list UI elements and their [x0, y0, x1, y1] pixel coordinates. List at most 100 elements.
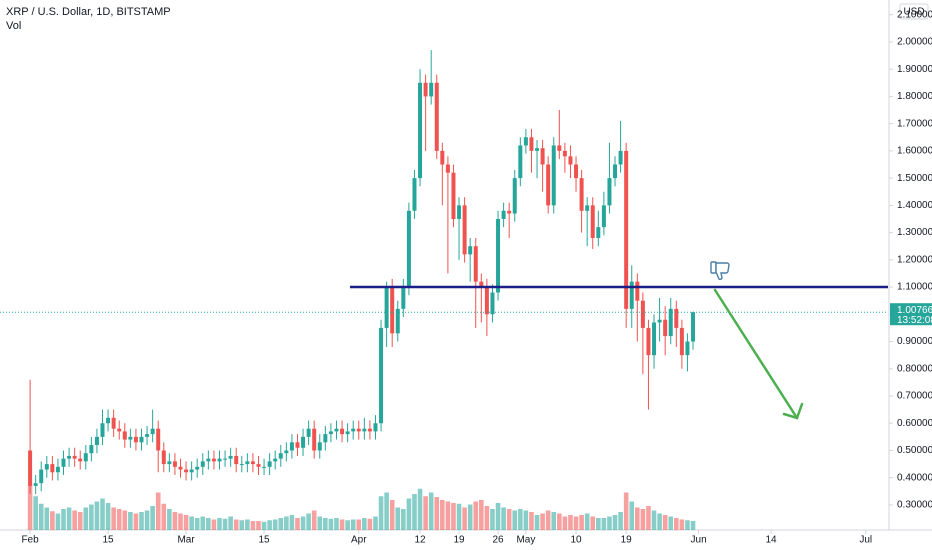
candle-body	[379, 327, 384, 424]
candle-body	[301, 436, 306, 448]
volume-bar	[66, 507, 72, 530]
candle-body	[94, 436, 99, 446]
volume-bar	[545, 510, 551, 530]
volume-bar	[612, 515, 618, 530]
currency-label: USD	[903, 7, 924, 18]
volume-bar	[289, 515, 295, 530]
candle-body	[323, 434, 328, 443]
candle-body	[161, 450, 166, 465]
candle-body	[546, 164, 551, 206]
candle-body	[239, 464, 244, 466]
x-tick-label: 19	[621, 535, 633, 546]
candle-body	[624, 150, 629, 309]
candle-body	[122, 431, 127, 440]
volume-bar	[172, 512, 178, 530]
candle-body	[568, 156, 573, 165]
volume-bar	[334, 518, 339, 530]
candle-body	[618, 150, 623, 165]
volume-bar	[590, 516, 596, 530]
candle-body	[468, 246, 473, 255]
volume-bar	[456, 503, 462, 530]
candle-body	[228, 455, 233, 459]
volume-bar	[267, 520, 272, 530]
volume-label: Vol	[6, 20, 21, 32]
candle-body	[590, 205, 595, 239]
volume-bar	[323, 518, 328, 530]
volume-bar	[311, 510, 317, 530]
volume-bar	[378, 496, 384, 530]
y-tick-label: 2.00000	[897, 37, 932, 48]
candle-body	[89, 445, 94, 454]
candle-body	[334, 428, 339, 432]
volume-bar	[473, 501, 479, 530]
volume-bar	[584, 513, 590, 530]
candle-body	[663, 319, 668, 337]
candle-body	[412, 178, 417, 211]
volume-bar	[250, 521, 256, 530]
candle-body	[345, 431, 350, 435]
y-tick-label: 0.60000	[897, 418, 932, 429]
y-tick-label: 1.20000	[897, 254, 932, 265]
y-tick-label: 0.50000	[897, 445, 932, 456]
volume-bar	[350, 519, 356, 530]
candle-body	[501, 210, 506, 219]
volume-bar	[61, 509, 66, 530]
volume-bar	[646, 506, 651, 530]
volume-bar	[679, 519, 685, 530]
candle-body	[317, 442, 322, 451]
candle-body	[652, 322, 657, 356]
volume-bar	[467, 504, 473, 530]
volume-bar	[83, 507, 89, 530]
volume-bar	[200, 516, 206, 530]
candle-body	[33, 483, 38, 486]
candle-body	[373, 423, 378, 432]
candle-body	[100, 423, 105, 437]
volume-bar	[300, 516, 306, 530]
candle-body	[111, 417, 116, 429]
volume-bar	[189, 516, 194, 530]
candle-body	[523, 137, 528, 146]
volume-bar	[551, 512, 557, 530]
volume-bar	[94, 501, 100, 530]
candle-body	[50, 464, 55, 473]
volume-bar	[155, 492, 161, 530]
y-tick-label: 0.30000	[897, 500, 932, 511]
candle-body	[340, 428, 345, 435]
candle-body	[585, 205, 590, 211]
y-tick-label: 1.10000	[897, 282, 932, 293]
volume-bar	[428, 492, 434, 530]
volume-bar	[607, 516, 612, 530]
volume-bar	[440, 500, 445, 530]
candle-body	[579, 178, 584, 211]
volume-bar	[245, 519, 250, 530]
volume-bar	[278, 518, 284, 530]
volume-bar	[506, 509, 512, 530]
candle-body	[328, 431, 333, 435]
currency-box	[899, 3, 929, 20]
volume-bar	[534, 515, 540, 530]
candle-body	[172, 461, 177, 467]
candle-body	[535, 148, 540, 151]
volume-bar	[183, 515, 189, 530]
last-price-box	[890, 303, 932, 326]
volume-bar	[167, 509, 172, 530]
chart-title: XRP / U.S. Dollar, 1D, BITSTAMP	[6, 6, 171, 18]
candle-body	[262, 466, 267, 468]
volume-bar	[339, 519, 345, 530]
volume-bar	[345, 520, 350, 530]
volume-bar	[662, 515, 668, 530]
plot	[0, 50, 888, 530]
candle-body	[395, 308, 400, 334]
candle-body	[367, 428, 372, 432]
candle-body	[434, 82, 439, 151]
volume-bar	[423, 496, 428, 530]
y-tick-label: 0.40000	[897, 472, 932, 483]
volume-bar	[685, 520, 690, 530]
y-tick-label: 1.30000	[897, 227, 932, 238]
candle-body	[83, 453, 88, 462]
volume-bar	[573, 516, 579, 530]
candle-body	[445, 164, 450, 173]
candle-body	[607, 178, 612, 206]
volume-bar	[635, 507, 640, 530]
candle-body	[211, 458, 216, 462]
